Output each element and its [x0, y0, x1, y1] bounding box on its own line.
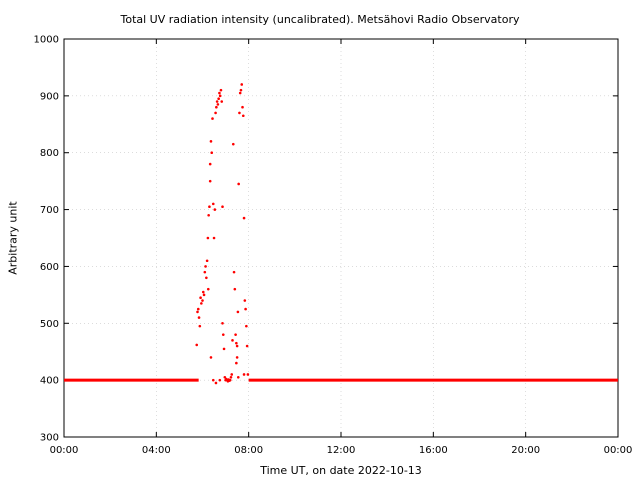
y-tick-label: 800 — [40, 148, 59, 159]
y-tick-label: 500 — [40, 319, 59, 330]
data-point — [243, 299, 247, 302]
data-point — [201, 290, 205, 294]
data-point — [203, 270, 207, 274]
data-point — [235, 361, 238, 365]
data-point — [220, 100, 224, 103]
data-point — [239, 88, 243, 92]
baseline-points — [64, 378, 199, 382]
chart-title: Total UV radiation intensity (uncalibrat… — [120, 13, 520, 26]
data-point — [206, 236, 210, 240]
data-point — [241, 105, 244, 109]
data-point — [205, 259, 209, 263]
data-point — [211, 117, 214, 120]
data-point — [213, 208, 217, 211]
data-point — [238, 91, 242, 95]
data-point — [221, 321, 224, 325]
data-point — [235, 341, 238, 345]
data-point — [221, 333, 225, 336]
data-point — [231, 339, 234, 342]
data-point — [197, 316, 201, 319]
data-point — [215, 100, 219, 103]
data-point — [205, 276, 208, 280]
y-axis-label: Arbitrary unit — [6, 201, 20, 275]
x-tick-label: 04:00 — [142, 445, 171, 456]
data-point — [208, 162, 212, 166]
data-point — [241, 114, 245, 118]
data-point — [198, 324, 202, 328]
x-tick-label: 08:00 — [234, 445, 263, 456]
data-point — [240, 83, 244, 86]
y-tick-label: 1000 — [34, 35, 59, 46]
data-point — [235, 356, 239, 359]
x-tick-label: 20:00 — [511, 445, 540, 456]
x-tick-label: 16:00 — [419, 445, 448, 456]
data-point — [206, 287, 210, 291]
data-point — [211, 202, 215, 206]
data-point — [221, 205, 224, 209]
x-tick-label: 00:00 — [50, 445, 79, 456]
data-point — [230, 373, 234, 376]
data-point — [202, 293, 206, 297]
data-point — [236, 310, 240, 314]
y-tick-label: 700 — [40, 205, 59, 216]
data-point — [235, 344, 239, 348]
data-point — [214, 111, 217, 115]
data-point — [218, 91, 221, 95]
data-point — [212, 236, 216, 240]
data-point — [231, 142, 235, 146]
data-point — [228, 378, 232, 382]
data-point — [244, 307, 247, 311]
x-tick-label: 00:00 — [604, 445, 633, 456]
data-point — [219, 88, 223, 92]
data-point — [211, 378, 215, 382]
baseline-points — [248, 378, 618, 382]
x-axis-label: Time UT, on date 2022-10-13 — [260, 464, 422, 477]
data-point — [246, 373, 250, 376]
data-point — [238, 111, 241, 115]
y-tick-label: 300 — [40, 433, 59, 444]
data-point — [201, 299, 204, 302]
data-point — [222, 347, 226, 351]
data-point — [207, 213, 210, 217]
data-point — [214, 381, 218, 385]
data-point — [200, 302, 203, 305]
data-point — [237, 182, 240, 186]
data-point — [208, 205, 211, 209]
data-point — [218, 378, 222, 382]
data-point — [217, 97, 220, 100]
data-point — [195, 343, 199, 347]
data-point — [232, 270, 236, 274]
data-point — [236, 376, 240, 379]
data-point — [242, 216, 246, 220]
data-point — [245, 324, 248, 328]
data-point — [210, 151, 214, 155]
data-point — [245, 344, 249, 348]
data-point — [196, 307, 200, 311]
data-point — [223, 376, 227, 379]
plot-frame — [63, 38, 619, 438]
data-point — [208, 179, 212, 183]
data-point — [229, 376, 233, 379]
data-point — [242, 373, 246, 376]
data-point — [233, 287, 237, 291]
y-tick-label: 900 — [40, 91, 59, 102]
y-tick-label: 600 — [40, 262, 59, 273]
data-point — [199, 296, 202, 300]
data-point — [216, 103, 220, 106]
data-point — [204, 265, 207, 268]
data-point — [215, 105, 218, 109]
data-point — [196, 310, 199, 314]
y-tick-label: 400 — [40, 376, 59, 387]
data-point — [209, 356, 213, 359]
data-point — [209, 140, 213, 143]
data-point — [234, 333, 237, 336]
data-point — [218, 94, 222, 98]
x-tick-label: 12:00 — [327, 445, 356, 456]
